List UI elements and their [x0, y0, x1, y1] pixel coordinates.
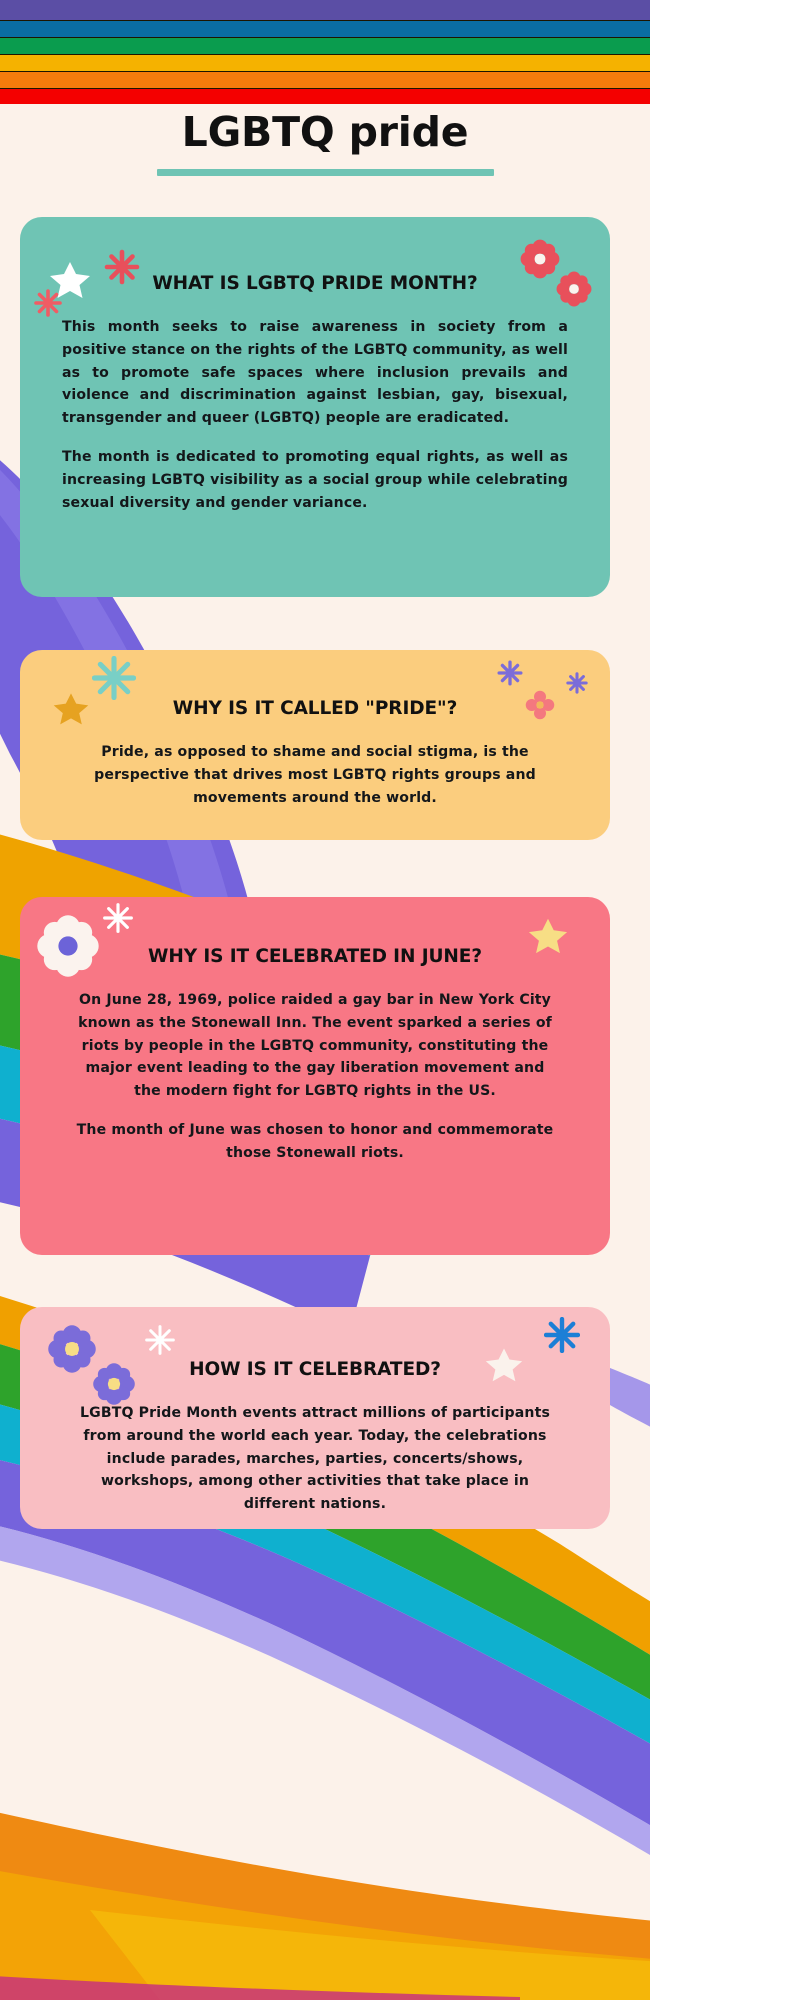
blue-stripe [0, 21, 650, 38]
card-what-is-pride-month: WHAT IS LGBTQ PRIDE MONTH? This month se… [20, 217, 610, 597]
violet-stripe [0, 0, 650, 21]
white-sparkle-icon [103, 903, 133, 933]
card-heading: WHY IS IT CELEBRATED IN JUNE? [148, 946, 482, 967]
white-sparkle-icon [145, 1325, 175, 1355]
top-rainbow-stripes [0, 0, 650, 104]
paragraph: On June 28, 1969, police raided a gay ba… [78, 992, 552, 1100]
card-why-celebrated-june: WHY IS IT CELEBRATED IN JUNE? On June 28… [20, 897, 610, 1255]
paragraph: The month of June was chosen to honor an… [76, 1122, 554, 1161]
paragraph: LGBTQ Pride Month events attract million… [79, 1405, 551, 1513]
red-stripe [0, 89, 650, 104]
card-heading: WHY IS IT CALLED "PRIDE"? [172, 698, 458, 719]
card-body: Pride, as opposed to shame and social st… [66, 741, 564, 809]
purple-sparkle-small-icon [566, 672, 588, 694]
card-how-celebrated: HOW IS IT CELEBRATED? LGBTQ Pride Month … [20, 1307, 610, 1529]
infographic-poster: LGBTQ pride [0, 0, 650, 2000]
page-title: LGBTQ pride [181, 108, 469, 156]
card-why-called-pride: WHY IS IT CALLED "PRIDE"? Pride, as oppo… [20, 650, 610, 840]
paragraph: The month is dedicated to promoting equa… [62, 449, 568, 511]
title-underline [156, 169, 494, 177]
card-body: On June 28, 1969, police raided a gay ba… [72, 989, 558, 1165]
card-heading: WHAT IS LGBTQ PRIDE MONTH? [152, 273, 478, 294]
paragraph: Pride, as opposed to shame and social st… [94, 744, 536, 806]
card-heading: HOW IS IT CELEBRATED? [189, 1359, 441, 1380]
card-body: This month seeks to raise awareness in s… [62, 316, 568, 515]
paragraph: This month seeks to raise awareness in s… [62, 319, 568, 427]
yellow-stripe [0, 55, 650, 72]
orange-stripe [0, 72, 650, 89]
blue-sparkle-icon [544, 1317, 580, 1353]
teal-sparkle-icon [92, 656, 136, 700]
purple-sparkle-icon [497, 660, 523, 686]
title-block: LGBTQ pride [0, 108, 650, 177]
card-body: LGBTQ Pride Month events attract million… [70, 1402, 560, 1516]
page-right-margin [650, 0, 800, 2000]
green-stripe [0, 38, 650, 55]
brush-band-bottom [0, 1812, 650, 2000]
